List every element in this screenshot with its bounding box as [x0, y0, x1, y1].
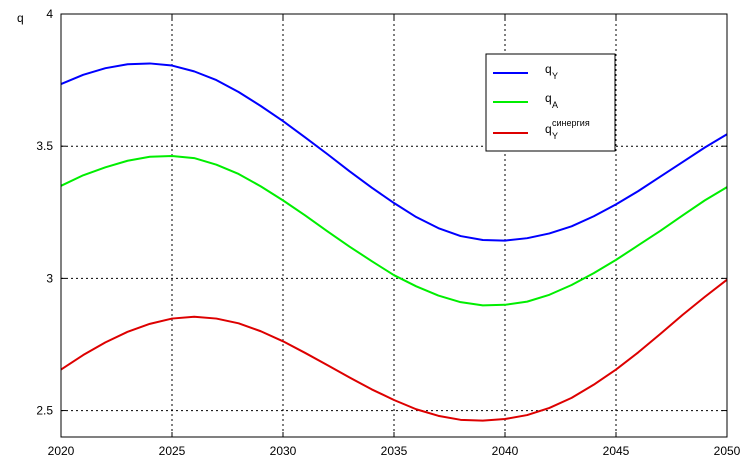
series-line-1 [60, 154, 728, 307]
series-line-2 [60, 278, 728, 422]
y-tick-label: 2.5 [36, 404, 53, 418]
x-tick-label: 2025 [159, 444, 186, 458]
x-tick-label: 2045 [603, 444, 630, 458]
series-layer [60, 62, 728, 422]
y-axis-label: q [17, 11, 24, 25]
x-tick-label: 2020 [48, 444, 75, 458]
y-tick-label: 3.5 [36, 139, 53, 153]
legend-label: q [545, 122, 552, 136]
x-tick-label: 2035 [381, 444, 408, 458]
legend-superscript: синергия [552, 118, 590, 128]
y-tick-label: 4 [46, 7, 53, 21]
series-line-0 [60, 62, 728, 242]
legend-subscript: Y [552, 71, 558, 81]
x-tick-label: 2040 [492, 444, 519, 458]
y-tick-label: 3 [46, 271, 53, 285]
grid-lines [60, 13, 728, 437]
x-tick-label: 2050 [714, 444, 741, 458]
legend-label: q [545, 62, 552, 76]
x-tick-label: 2030 [270, 444, 297, 458]
y-axis: 2.5 3 3.5 4 [36, 7, 727, 418]
x-axis: 2020 2025 2030 2035 2040 2045 2050 [48, 14, 741, 458]
legend-subscript: Y [552, 131, 558, 141]
legend-label: q [545, 91, 552, 105]
legend-subscript: A [552, 100, 558, 110]
